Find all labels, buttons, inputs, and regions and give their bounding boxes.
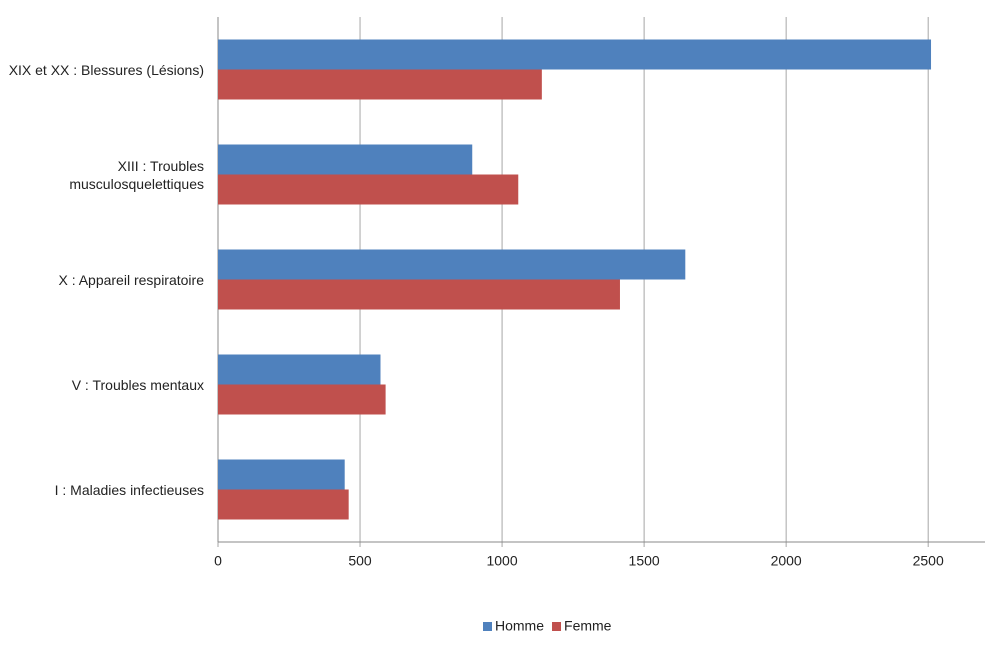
bar	[218, 459, 345, 490]
bar	[218, 69, 542, 100]
y-tick-label: I : Maladies infectieuses	[54, 481, 204, 498]
legend-swatch	[483, 622, 492, 631]
bar	[218, 489, 349, 520]
x-tick-label: 2500	[913, 553, 944, 569]
y-tick-label: XIII : Troubles musculosquelettiques	[69, 157, 204, 192]
y-tick-label: X : Appareil respiratoire	[58, 271, 204, 288]
bar	[218, 279, 620, 310]
bar	[218, 144, 473, 175]
legend-label: Homme	[495, 618, 544, 634]
legend-label: Femme	[564, 618, 612, 634]
bar	[218, 39, 932, 70]
x-tick-label: 1500	[629, 553, 660, 569]
x-tick-label: 2000	[771, 553, 802, 569]
bar	[218, 384, 386, 415]
bar	[218, 174, 519, 205]
y-tick-label: XIX et XX : Blessures (Lésions)	[8, 61, 204, 78]
bar	[218, 354, 381, 385]
bar	[218, 249, 686, 280]
legend-swatch	[552, 622, 562, 631]
y-tick-label: V : Troubles mentaux	[71, 376, 204, 393]
x-tick-label: 500	[348, 553, 372, 569]
x-tick-label: 1000	[486, 553, 517, 569]
x-tick-label: 0	[214, 553, 222, 569]
